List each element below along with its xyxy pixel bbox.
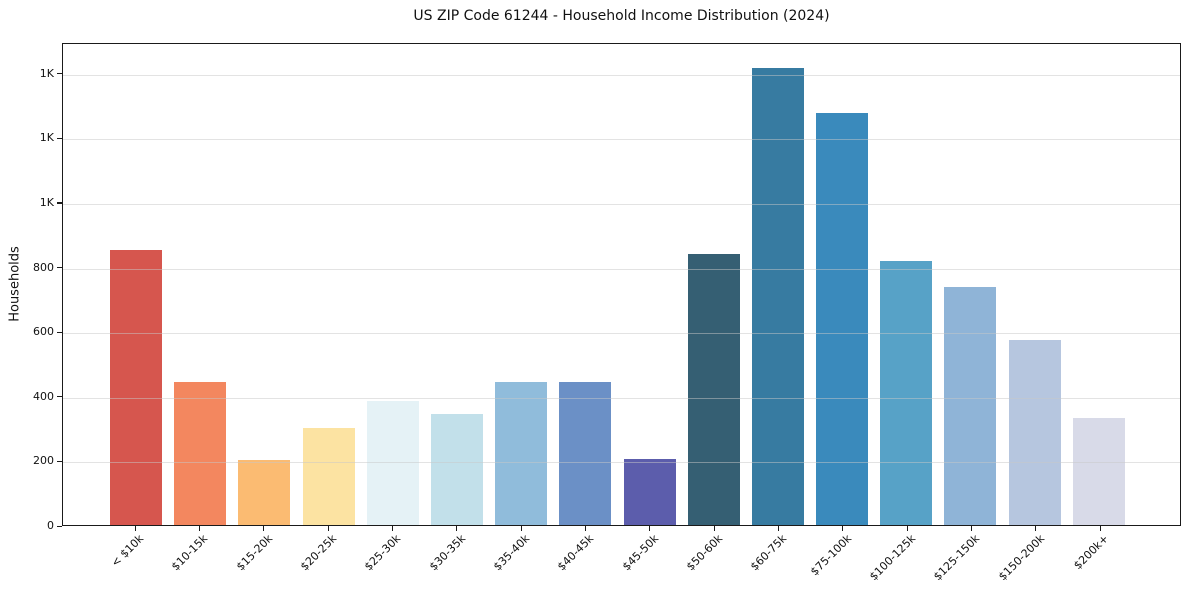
chart-title: US ZIP Code 61244 - Household Income Dis…	[413, 8, 830, 24]
bar-8	[559, 382, 612, 525]
x-tick-mark-5	[391, 526, 394, 531]
bar-4	[302, 428, 355, 525]
x-tick-mark-2	[198, 526, 201, 531]
y-tick-label-1: 200	[33, 454, 54, 468]
bar-10	[687, 253, 740, 525]
x-tick-mark-9	[649, 526, 651, 531]
x-tick-mark-6	[456, 526, 458, 531]
bar-11	[751, 68, 804, 525]
x-tick-mark-1	[134, 526, 136, 531]
y-tick-label-7: 1K	[39, 66, 54, 80]
bar-2	[174, 381, 227, 525]
bar-12	[816, 113, 869, 525]
bar-6	[430, 413, 483, 525]
bar-16	[1072, 417, 1125, 525]
bar-1	[110, 249, 162, 525]
y-tick-mark-5	[57, 202, 62, 204]
y-tick-label-5: 1K	[39, 195, 54, 209]
y-axis-label: Households	[7, 246, 23, 322]
y-tick-mark-4	[57, 267, 62, 269]
bar-14	[944, 286, 997, 525]
x-tick-mark-7	[520, 526, 522, 531]
x-tick-mark-8	[584, 526, 587, 531]
y-tick-mark-2	[57, 396, 62, 398]
x-tick-mark-11	[777, 526, 780, 531]
x-tick-mark-10	[713, 526, 715, 531]
bar-3	[238, 460, 291, 525]
x-tick-label-1: < $10k	[108, 532, 147, 570]
bar-15	[1008, 339, 1061, 525]
plot-area	[62, 43, 1181, 526]
x-tick-mark-12	[842, 526, 844, 531]
y-tick-mark-3	[57, 331, 62, 333]
bars-group	[110, 44, 1125, 525]
y-tick-mark-1	[57, 460, 62, 463]
y-tick-label-4: 800	[33, 260, 54, 274]
y-tick-label-3: 600	[33, 325, 54, 339]
x-tick-mark-14	[970, 526, 973, 531]
y-tick-mark-7	[57, 73, 62, 75]
x-tick-mark-13	[906, 526, 908, 531]
y-tick-label-6: 1K	[39, 131, 54, 145]
bar-9	[623, 459, 676, 525]
bar-7	[495, 382, 548, 525]
y-tick-label-0: 0	[47, 519, 54, 532]
bar-5	[366, 400, 419, 525]
bar-13	[880, 261, 933, 525]
y-tick-label-2: 400	[33, 389, 54, 403]
x-tick-mark-4	[327, 526, 329, 531]
y-tick-mark-6	[57, 137, 62, 139]
x-tick-mark-16	[1099, 526, 1101, 531]
y-tick-mark-0	[57, 525, 62, 527]
x-tick-mark-15	[1035, 526, 1037, 531]
x-tick-mark-3	[263, 526, 265, 531]
